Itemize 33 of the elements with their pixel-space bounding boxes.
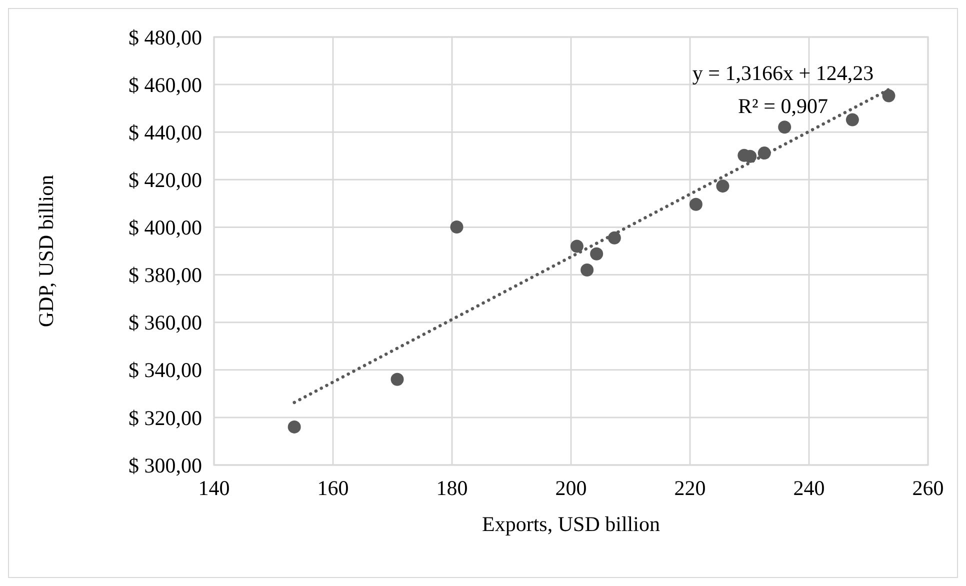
point — [288, 420, 301, 434]
x-tick-label: 220 — [674, 476, 706, 500]
y-tick-label: $ 300,00 — [128, 453, 202, 478]
point — [778, 120, 792, 134]
y-tick-label: $ 460,00 — [128, 72, 202, 97]
x-tick-label: 200 — [555, 476, 587, 500]
point — [846, 113, 859, 126]
y-tick-label: $ 440,00 — [128, 120, 202, 144]
y-tick-label: $ 420,00 — [128, 168, 202, 192]
y-tick-label: $ 360,00 — [128, 310, 202, 335]
point — [608, 231, 621, 244]
point — [390, 372, 404, 386]
point — [689, 198, 702, 211]
annotation: R² = 0,907 — [738, 94, 828, 118]
point — [450, 220, 464, 234]
y-tick-label: $ 480,00 — [128, 25, 202, 50]
y-tick-label: $ 320,00 — [128, 406, 202, 430]
point — [716, 180, 730, 193]
x-tick-label: 140 — [198, 476, 230, 500]
y-tick-label: $ 400,00 — [128, 216, 202, 240]
x-tick-label: 160 — [317, 476, 349, 500]
annotation: y = 1,3166x + 124,23 — [692, 61, 874, 85]
x-tick-label: 180 — [436, 476, 468, 500]
x-tick-label: 240 — [793, 476, 825, 500]
x-tick-label: 260 — [912, 476, 944, 500]
y-tick-label: $ 380,00 — [128, 263, 202, 288]
x-axis-title: Exports, USD billion — [482, 512, 660, 536]
y-axis-title: GDP, USD billion — [34, 174, 58, 328]
y-tick-label: $ 340,00 — [128, 358, 202, 382]
point — [882, 89, 896, 102]
point — [590, 247, 604, 260]
point — [570, 240, 584, 253]
point — [580, 264, 594, 277]
